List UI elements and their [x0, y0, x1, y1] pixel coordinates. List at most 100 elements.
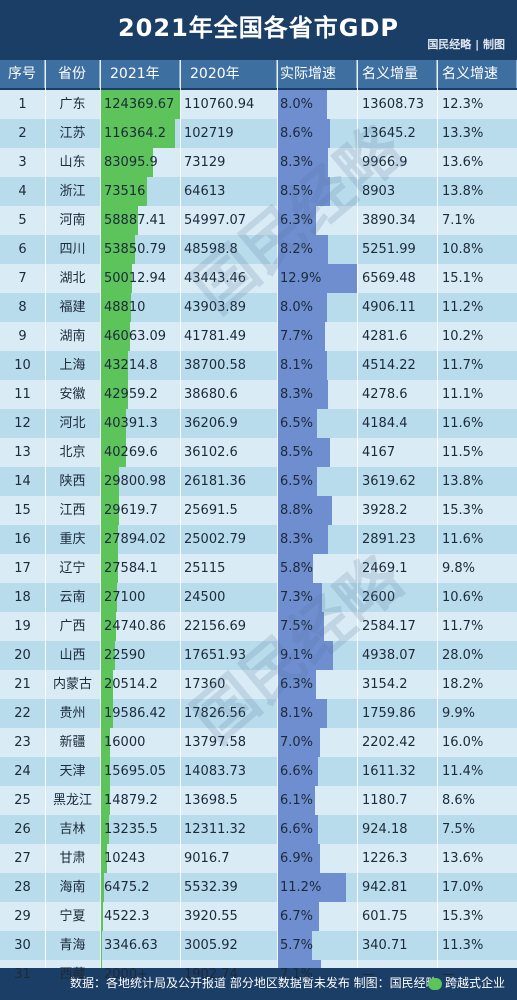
table-cell: 116364.2 — [100, 119, 180, 148]
table-cell: 14083.73 — [180, 757, 277, 786]
table-cell: 吉林 — [45, 815, 100, 844]
cell-text: 18 — [14, 590, 31, 605]
table-cell: 18.2% — [437, 670, 517, 699]
cell-text: 28.0% — [442, 648, 484, 663]
cell-text: 11.4% — [442, 764, 484, 779]
table-cell: 6475.2 — [100, 873, 180, 902]
table-cell: 5.7% — [277, 931, 357, 960]
cell-text: 27584.1 — [104, 561, 158, 576]
cell-text: 6475.2 — [104, 880, 150, 895]
gdp-2021-bar — [100, 670, 114, 699]
cell-text: — — [362, 967, 375, 982]
table-cell: 20 — [0, 641, 45, 670]
table-cell: 6 — [0, 235, 45, 264]
cell-text: 601.75 — [362, 909, 408, 924]
table-cell: 48598.8 — [180, 235, 277, 264]
table-cell: 9.8% — [437, 554, 517, 583]
cell-text: 8.2% — [280, 242, 314, 257]
table-cell: 宁夏 — [45, 902, 100, 931]
cell-text: 24 — [14, 764, 31, 779]
table-cell: 30 — [0, 931, 45, 960]
cell-text: 山西 — [59, 648, 86, 663]
wechat-icon — [427, 977, 442, 990]
table-cell: 3890.34 — [357, 206, 437, 235]
table-cell: 12311.32 — [180, 815, 277, 844]
table-cell: 13 — [0, 438, 45, 467]
table-cell: 10 — [0, 351, 45, 380]
cell-text: 4514.22 — [362, 358, 416, 373]
table-cell: 4514.22 — [357, 351, 437, 380]
table-cell: 83095.9 — [100, 148, 180, 177]
cell-text: 1759.86 — [362, 706, 416, 721]
cell-text: 48810 — [104, 300, 146, 315]
table-cell: 48810 — [100, 293, 180, 322]
real-growth-bar — [277, 873, 347, 902]
table-cell: 6.5% — [277, 467, 357, 496]
table-cell: 38680.6 — [180, 380, 277, 409]
table-cell: 海南 — [45, 873, 100, 902]
table-cell: 13.8% — [437, 177, 517, 206]
table-cell: 8.1% — [277, 699, 357, 728]
table-cell: 27 — [0, 844, 45, 873]
table-cell: 山东 — [45, 148, 100, 177]
cell-text: 7.7% — [280, 329, 314, 344]
table-cell: 23 — [0, 728, 45, 757]
table-cell: 浙江 — [45, 177, 100, 206]
table-cell: 11.7% — [437, 612, 517, 641]
cell-text: 1902.74 — [184, 967, 238, 982]
table-cell: 11.4% — [437, 757, 517, 786]
table-cell: 2202.42 — [357, 728, 437, 757]
table-cell: 11.2% — [277, 873, 357, 902]
table-cell: 28 — [0, 873, 45, 902]
table-cell: 10.8% — [437, 235, 517, 264]
cell-text: 天津 — [59, 764, 86, 779]
cell-text: 8.5% — [280, 445, 314, 460]
real-growth-bar — [277, 467, 318, 496]
table-cell: 9 — [0, 322, 45, 351]
cell-text: 5 — [18, 213, 27, 228]
table-cell: 8.5% — [277, 438, 357, 467]
table-cell: 7.1% — [277, 960, 357, 989]
cell-text: 11.7% — [442, 358, 484, 373]
cell-text: 6569.48 — [362, 271, 416, 286]
table-cell: 7.3% — [277, 583, 357, 612]
gdp-2021-bar — [100, 235, 135, 264]
cell-text: 广西 — [59, 619, 86, 634]
table-cell: 11.3% — [437, 931, 517, 960]
cell-text: 24500 — [184, 590, 226, 605]
cell-text: 湖北 — [59, 271, 86, 286]
table-cell: 2584.17 — [357, 612, 437, 641]
cell-text: 41781.49 — [184, 329, 247, 344]
cell-text: 7.0% — [280, 735, 314, 750]
gdp-2021-bar — [100, 496, 120, 525]
table-cell: 28.0% — [437, 641, 517, 670]
table-cell: 15 — [0, 496, 45, 525]
table-cell: 福建 — [45, 293, 100, 322]
table-cell: 天津 — [45, 757, 100, 786]
column-divider — [180, 60, 181, 968]
table-cell: 3154.2 — [357, 670, 437, 699]
table-row: 5 河南 58887.41 54997.07 6.3% 3890.34 7.1% — [0, 206, 517, 235]
cell-text: 13645.2 — [362, 126, 416, 141]
table-cell: 17 — [0, 554, 45, 583]
cell-text: 8.6% — [280, 126, 314, 141]
table-cell: 53850.79 — [100, 235, 180, 264]
cell-text: 29 — [14, 909, 31, 924]
footer: 数据：各地统计局及公开报道 部分地区数据暂未发布 制图：国民经略 跨越式企业 — [0, 968, 517, 1000]
table-cell: 27584.1 — [100, 554, 180, 583]
real-growth-bar — [277, 902, 319, 931]
table-cell: 4184.4 — [357, 409, 437, 438]
table-cell: 2 — [0, 119, 45, 148]
column-header: 序号 — [0, 60, 45, 88]
table-row: 7 湖北 50012.94 43443.46 12.9% 6569.48 15.1% — [0, 264, 517, 293]
table-cell: 甘肃 — [45, 844, 100, 873]
cell-text: 安徽 — [59, 387, 86, 402]
cell-text: 6.3% — [280, 677, 314, 692]
table-row: 24 天津 15695.05 14083.73 6.6% 1611.32 11.4% — [0, 757, 517, 786]
table-cell: 安徽 — [45, 380, 100, 409]
cell-text: 北京 — [59, 445, 86, 460]
cell-text: 14 — [14, 474, 31, 489]
table-cell: 42959.2 — [100, 380, 180, 409]
cell-text: 124369.67 — [104, 97, 175, 112]
cell-text: 17 — [14, 561, 31, 576]
